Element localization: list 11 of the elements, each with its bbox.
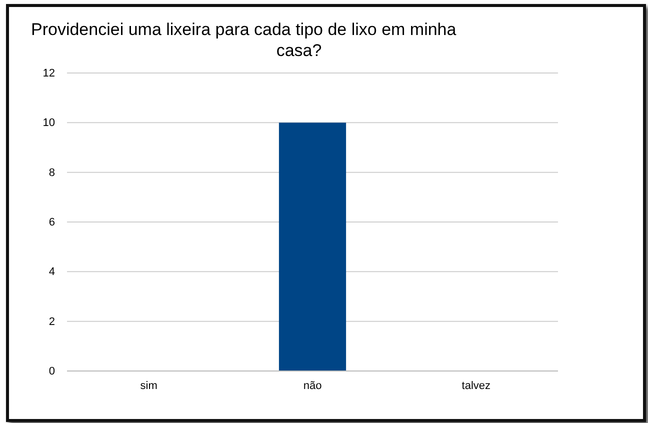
x-tick-label: não — [303, 380, 322, 392]
y-tick-label: 12 — [42, 68, 55, 80]
y-tick-label: 6 — [48, 216, 55, 229]
y-tick-label: 4 — [48, 266, 55, 278]
x-tick-label: talvez — [462, 380, 491, 392]
y-tick-label: 10 — [42, 117, 55, 130]
y-tick-label: 8 — [48, 166, 55, 179]
y-tick-label: 2 — [48, 316, 55, 328]
x-tick-label: sim — [140, 380, 158, 392]
y-tick-label: 0 — [48, 366, 55, 378]
chart-title: Providenciei uma lixeira para cada tipo de lixo em minha casa? — [31, 20, 457, 60]
